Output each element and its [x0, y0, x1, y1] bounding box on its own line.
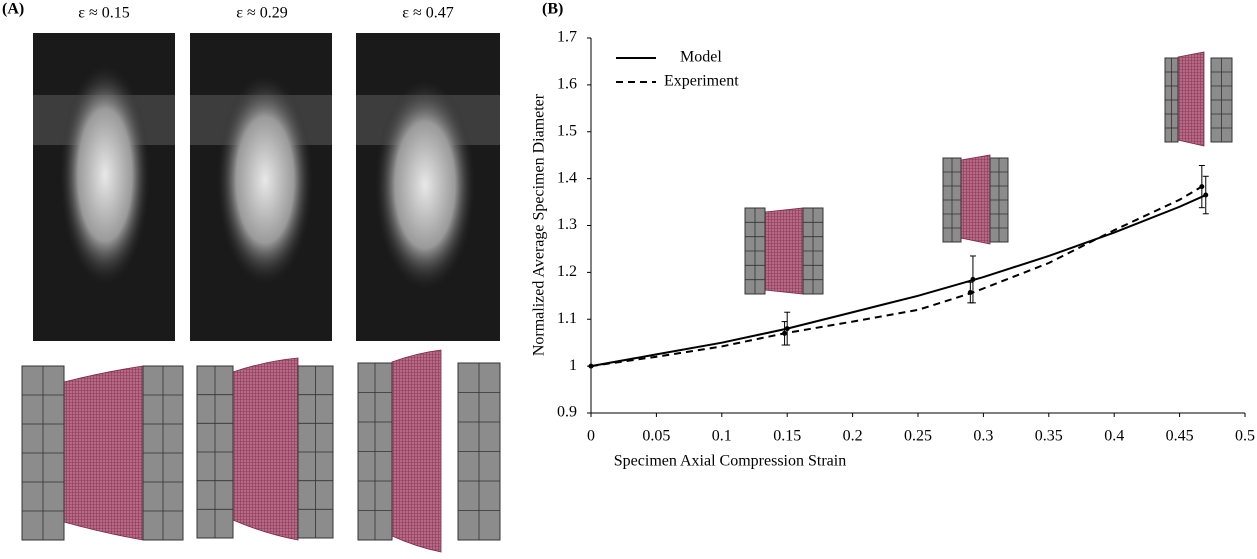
marker [784, 326, 790, 332]
y-tick-label: 0.9 [557, 404, 577, 421]
marker [782, 330, 788, 336]
series-line [590, 194, 1207, 368]
y-tick-label: 1.6 [557, 76, 577, 93]
marker [1203, 192, 1209, 198]
strain-label: ε ≈ 0.15 [78, 5, 130, 22]
x-tick-label: 0.35 [1035, 428, 1063, 445]
marker [970, 276, 976, 282]
x-tick-label: 0.05 [642, 428, 670, 445]
specimen-mesh [764, 207, 804, 295]
x-tick-label: 0.4 [1104, 428, 1124, 445]
specimen-mesh [960, 154, 991, 245]
marker [967, 290, 973, 296]
legend-label: Model [680, 49, 722, 66]
legend-label: Experiment [664, 73, 739, 90]
specimen-mesh [232, 357, 299, 541]
specimen-mesh [1177, 51, 1205, 147]
fe-meshes [21, 51, 1233, 553]
x-tick-label: 0 [587, 428, 595, 445]
x-axis-label: Specimen Axial Compression Strain [614, 453, 846, 470]
y-tick-label: 1.4 [557, 169, 577, 186]
series-line [590, 185, 1203, 368]
strain-label: ε ≈ 0.47 [402, 5, 454, 22]
x-tick-label: 0.45 [1166, 428, 1194, 445]
y-tick-label: 1.7 [557, 29, 577, 46]
x-tick-label: 0.1 [712, 428, 732, 445]
y-tick-label: 1.5 [557, 122, 577, 139]
y-tick-label: 1.3 [557, 216, 577, 233]
marker [588, 363, 594, 369]
photos [33, 33, 500, 341]
y-tick-label: 1.1 [557, 310, 577, 327]
panel-label: (A) [2, 1, 24, 18]
y-axis-label: Normalized Average Specimen Diameter [531, 93, 548, 356]
x-tick-label: 0.15 [773, 428, 801, 445]
y-tick-label: 1 [569, 357, 577, 374]
x-tick-label: 0.2 [843, 428, 863, 445]
y-tick-label: 1.2 [557, 263, 577, 280]
x-tick-label: 0.3 [973, 428, 993, 445]
specimen-mesh [391, 349, 442, 553]
marker [1199, 184, 1205, 190]
x-tick-label: 0.5 [1235, 428, 1255, 445]
strain-label: ε ≈ 0.29 [236, 5, 288, 22]
specimen-mesh [63, 365, 144, 541]
panel-label: (B) [542, 1, 563, 18]
x-tick-label: 0.25 [904, 428, 932, 445]
